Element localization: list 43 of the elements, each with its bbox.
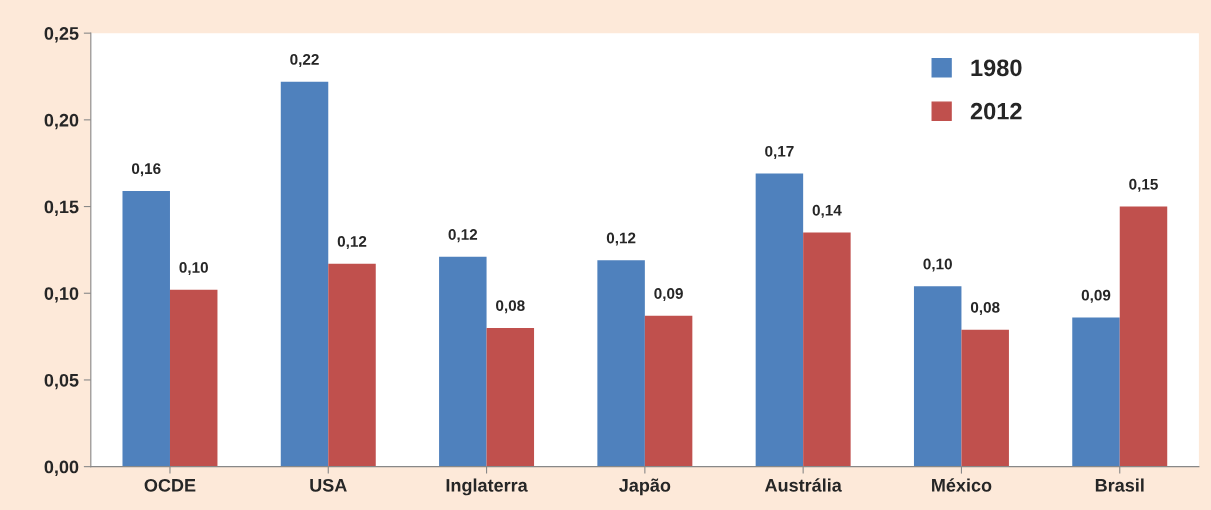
data-label: 0,09 (654, 288, 683, 302)
x-tick-label: Brasil (1095, 478, 1144, 492)
data-label: 0,10 (179, 262, 208, 276)
bar (486, 327, 535, 467)
bar (913, 286, 962, 467)
x-tick-label: OCDE (144, 478, 196, 492)
bar (328, 263, 376, 467)
data-label: 0,08 (496, 300, 525, 314)
data-label: 0,09 (1081, 289, 1111, 303)
data-label: 0,14 (812, 204, 842, 218)
bar (122, 190, 170, 467)
y-tick-label: 0,15 (44, 200, 79, 216)
y-tick-label: 0,05 (44, 373, 79, 390)
y-tick-label: 0,25 (44, 27, 79, 43)
bar (1072, 317, 1120, 467)
bar (644, 315, 693, 467)
bar (1119, 206, 1168, 467)
x-tick-label: México (932, 478, 992, 492)
data-label: 0,10 (923, 258, 952, 272)
bar (439, 256, 487, 467)
x-tick-label: Inglaterra (446, 478, 528, 496)
bar (169, 289, 218, 467)
y-tick-label: 0,10 (44, 287, 79, 303)
data-label: 0,08 (970, 301, 1000, 315)
bar (961, 329, 1009, 467)
x-tick-label: Austrália (764, 478, 842, 492)
y-tick-label: 0,20 (44, 113, 79, 130)
bar (803, 232, 851, 467)
x-tick-label: USA (310, 478, 347, 492)
data-label: 0,15 (1129, 178, 1158, 192)
data-label: 0,12 (337, 236, 367, 250)
y-tick-label: 0,00 (44, 460, 79, 476)
data-label: 0,22 (290, 53, 319, 68)
data-label: 0,17 (765, 145, 794, 159)
bar (755, 173, 804, 467)
data-label: 0,16 (131, 163, 161, 177)
bar (280, 81, 329, 467)
data-label: 0,12 (448, 229, 478, 243)
bar (597, 260, 645, 467)
legend-label: 1980 (971, 59, 1022, 77)
data-label: 0,12 (606, 232, 636, 246)
legend-label: 2012 (970, 102, 1022, 120)
x-tick-label: Japão (619, 478, 671, 496)
